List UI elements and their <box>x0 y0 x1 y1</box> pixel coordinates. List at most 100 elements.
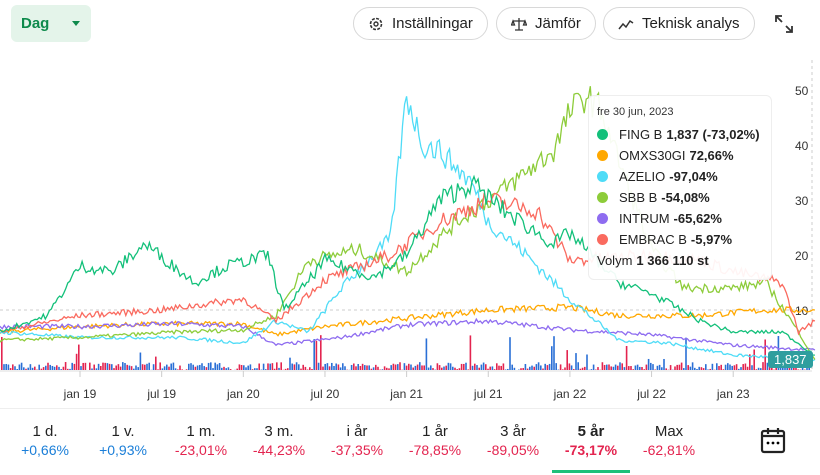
volume-bar <box>172 362 175 370</box>
volume-bar <box>245 367 247 370</box>
volume-bar <box>414 365 417 370</box>
volume-bar <box>207 362 210 370</box>
volume-bar <box>628 366 630 370</box>
gear-icon <box>369 17 383 30</box>
x-tick-label: jan 20 <box>226 387 260 401</box>
volume-bar <box>665 368 667 370</box>
scale-icon <box>511 17 527 31</box>
volume-bar <box>326 363 329 370</box>
volume-bar <box>680 362 683 370</box>
series-line-sbb-b <box>0 86 816 360</box>
volume-bar <box>634 365 637 370</box>
period-tab[interactable]: 1 v. +0,93% <box>84 409 162 475</box>
expand-icon[interactable] <box>773 13 795 35</box>
x-tick-label: jan 23 <box>716 387 750 401</box>
volume-bar <box>216 364 219 370</box>
volume-bar <box>419 362 421 370</box>
volume-bar <box>344 366 346 370</box>
y-tick-label: 30 <box>795 194 809 208</box>
volume-bar <box>370 368 373 370</box>
volume-bar <box>179 365 181 370</box>
price-chart[interactable]: jan 19 jul 19 jan 20 jul 20 jan 21 jul 21 jan … <box>0 60 820 405</box>
volume-bar <box>304 366 307 370</box>
volume-bar <box>240 364 243 370</box>
technical-analysis-button[interactable]: Teknisk analys <box>603 7 755 40</box>
volume-bar <box>64 362 67 370</box>
period-tab[interactable]: 3 år -89,05% <box>474 409 552 475</box>
volume-bar <box>623 367 626 370</box>
volume-bar <box>691 362 694 370</box>
volume-bar <box>762 362 764 370</box>
volume-bar <box>75 353 78 370</box>
volume-bar <box>581 367 584 370</box>
volume-bar <box>53 366 56 370</box>
volume-bar <box>267 363 269 370</box>
period-tab[interactable]: 1 d. +0,66% <box>6 409 84 475</box>
volume-bar <box>361 363 364 370</box>
period-tab[interactable]: 5 år -73,17% <box>552 409 630 475</box>
volume-bar <box>18 364 21 370</box>
period-label: Max <box>654 423 684 440</box>
volume-bar <box>229 369 232 370</box>
volume-bar <box>399 362 401 370</box>
volume-bar <box>359 366 362 370</box>
volume-bar <box>755 369 758 370</box>
chart-tooltip: fre 30 jun, 2023 FING B 1,837 (-73,02%) OM… <box>588 95 772 280</box>
volume-bar <box>381 369 384 370</box>
volume-bar <box>185 369 188 370</box>
volume-bar <box>317 362 320 370</box>
volume-bar <box>320 335 322 370</box>
volume-bar <box>243 365 245 370</box>
period-label: 1 m. <box>186 423 216 440</box>
series-value: -5,97% <box>690 232 733 247</box>
volume-bar <box>350 364 353 370</box>
volume-bar <box>410 364 412 370</box>
volume-bar <box>223 366 225 370</box>
series-color-dot <box>597 129 608 140</box>
tooltip-row: EMBRAC B -5,97% <box>597 229 763 250</box>
volume-bar <box>445 365 447 370</box>
volume-bar <box>119 366 122 370</box>
volume-bar <box>489 366 491 370</box>
volume-bar <box>163 366 166 370</box>
period-tab[interactable]: 1 år -78,85% <box>396 409 474 475</box>
series-line-omxs30gi <box>0 303 815 337</box>
volume-bar <box>738 368 740 370</box>
volume-bar <box>711 363 714 370</box>
volume-bar <box>430 365 432 370</box>
volume-bar <box>7 364 10 370</box>
volume-bar <box>97 363 100 370</box>
volume-bar <box>764 339 766 370</box>
period-label: 3 år <box>500 423 526 440</box>
period-tab[interactable]: 3 m. -44,23% <box>240 409 318 475</box>
volume-bar <box>661 367 663 370</box>
volume-bar <box>694 367 696 370</box>
series-value: -97,04% <box>669 169 718 184</box>
volume-bar <box>47 362 49 370</box>
technical-analysis-label: Teknisk analys <box>642 15 740 32</box>
volume-bar <box>625 346 628 370</box>
volume-bar <box>1 336 3 370</box>
volume-bar <box>324 363 326 370</box>
interval-dropdown[interactable]: Dag <box>11 5 91 42</box>
volume-bar <box>392 363 395 370</box>
settings-button[interactable]: Inställningar <box>353 7 488 40</box>
period-tab[interactable]: Max -62,81% <box>630 409 708 475</box>
volume-bar <box>421 365 423 370</box>
volume-bar <box>148 362 150 370</box>
volume-bar <box>504 369 507 370</box>
calendar-icon[interactable] <box>760 426 786 454</box>
period-tab[interactable]: i år -37,35% <box>318 409 396 475</box>
volume-bar <box>678 364 681 370</box>
volume-bar <box>474 363 476 370</box>
volume-bar <box>520 368 522 370</box>
volume-bar <box>190 363 192 370</box>
volume-bar <box>196 365 199 370</box>
series-line-azelio <box>0 96 816 362</box>
volume-bar <box>749 354 751 370</box>
period-tab[interactable]: 1 m. -23,01% <box>162 409 240 475</box>
compare-button[interactable]: Jämför <box>496 7 596 40</box>
y-tick-label: 40 <box>795 139 809 153</box>
volume-bar <box>465 362 467 370</box>
volume-bar <box>306 369 309 370</box>
